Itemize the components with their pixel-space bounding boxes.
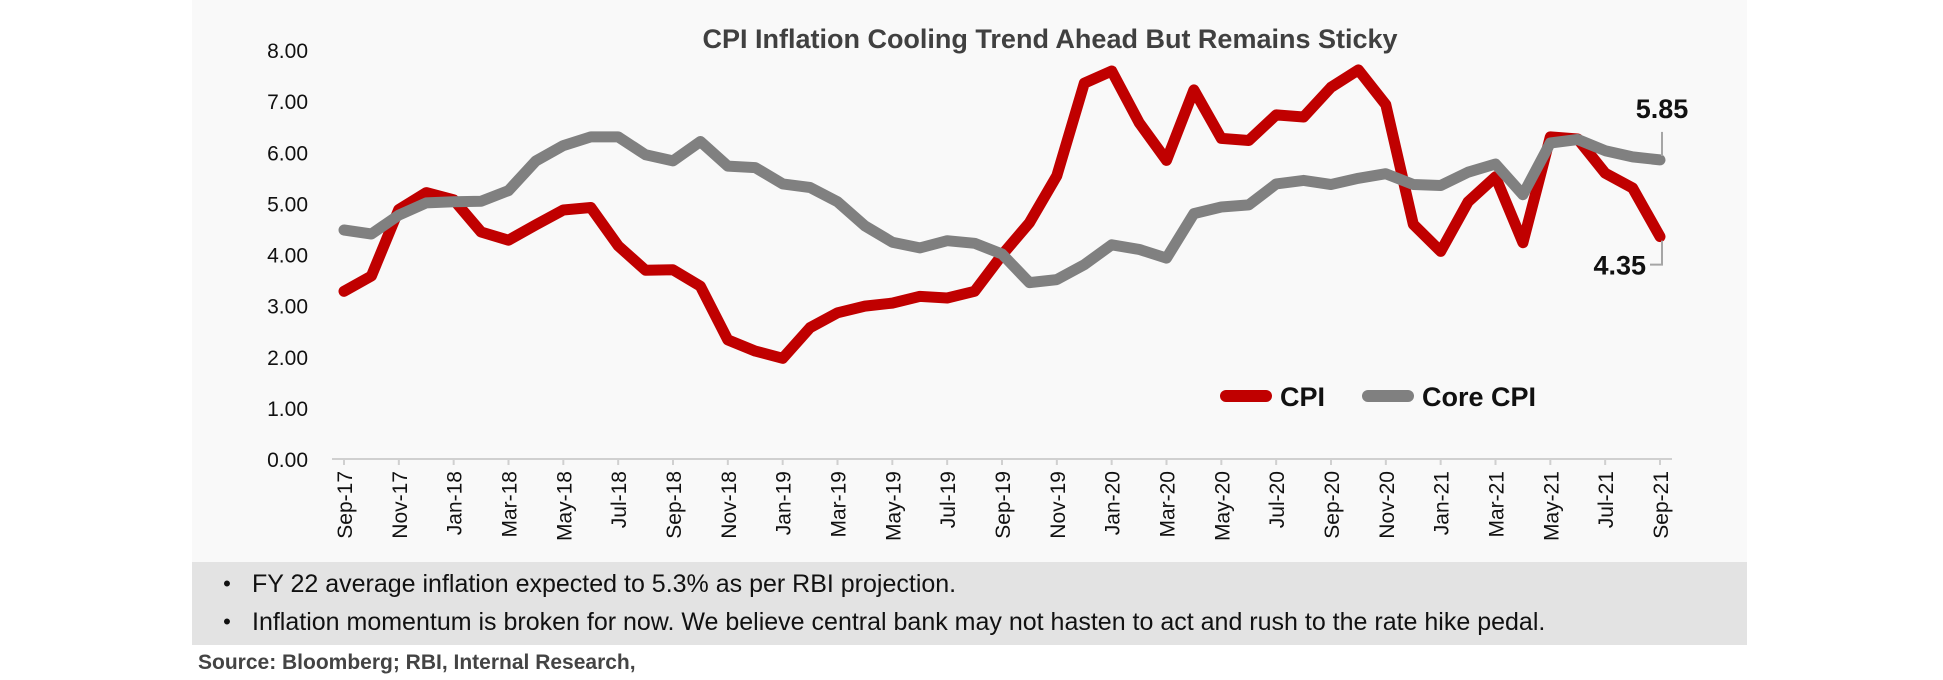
source-note: Source: Bloomberg; RBI, Internal Researc… <box>198 651 636 674</box>
x-tick-label: Sep-21 <box>1650 471 1673 539</box>
series-line-cpi <box>338 64 1666 364</box>
x-tick-label: Jul-18 <box>608 471 631 528</box>
x-tick-label: Jan-19 <box>773 471 796 535</box>
x-tick-label: May-21 <box>1540 471 1563 541</box>
x-tick-label: Mar-19 <box>828 471 851 538</box>
y-tick-label: 7.00 <box>267 91 308 114</box>
x-tick-label: May-19 <box>882 471 905 541</box>
x-tick-label: Jan-21 <box>1431 471 1454 535</box>
x-tick-label: May-18 <box>553 471 576 541</box>
y-tick-label: 5.00 <box>267 193 308 216</box>
y-tick-label: 6.00 <box>267 142 308 165</box>
annotation-leader <box>1650 240 1663 266</box>
y-tick-label: 1.00 <box>267 398 308 421</box>
chart-panel <box>192 0 1747 645</box>
series-line-core-cpi <box>338 131 1666 289</box>
x-tick-label: Sep-19 <box>992 471 1015 539</box>
x-tick-label: Jul-21 <box>1595 471 1618 528</box>
y-tick-label: 2.00 <box>267 347 308 370</box>
x-tick-label: Mar-20 <box>1157 471 1180 538</box>
note-item: • Inflation momentum is broken for now. … <box>192 604 1545 640</box>
bullet-icon: • <box>223 571 231 596</box>
x-tick-label: Nov-20 <box>1376 471 1399 539</box>
note-text: Inflation momentum is broken for now. We… <box>252 607 1546 636</box>
annotation-label: 4.35 <box>1593 251 1646 281</box>
y-tick-label: 4.00 <box>267 245 308 268</box>
chart-title: CPI Inflation Cooling Trend Ahead But Re… <box>702 24 1397 54</box>
note-item: • FY 22 average inflation expected to 5.… <box>192 566 956 602</box>
y-tick-label: 8.00 <box>267 40 308 63</box>
x-tick-label: Jan-20 <box>1102 471 1125 535</box>
y-tick-label: 0.00 <box>267 449 308 472</box>
x-tick-label: Jul-19 <box>937 471 960 528</box>
x-tick-label: Jul-20 <box>1266 471 1289 528</box>
legend-label: CPI <box>1280 382 1325 412</box>
note-text: FY 22 average inflation expected to 5.3%… <box>252 569 957 598</box>
x-tick-label: Sep-20 <box>1321 471 1344 539</box>
x-tick-label: Nov-19 <box>1047 471 1070 539</box>
x-tick-label: Nov-17 <box>389 471 412 539</box>
y-tick-label: 3.00 <box>267 296 308 319</box>
bullet-icon: • <box>223 609 231 634</box>
x-tick-label: Sep-18 <box>663 471 686 539</box>
x-tick-label: Nov-18 <box>718 471 741 539</box>
x-tick-label: Mar-18 <box>499 471 522 538</box>
annotation-label: 5.85 <box>1636 94 1689 124</box>
x-tick-label: Jan-18 <box>444 471 467 535</box>
x-tick-label: Sep-17 <box>334 471 357 539</box>
notes-box: • FY 22 average inflation expected to 5.… <box>192 562 1747 645</box>
x-tick-label: Mar-21 <box>1486 471 1509 538</box>
legend-label: Core CPI <box>1422 382 1536 412</box>
x-tick-label: May-20 <box>1211 471 1234 541</box>
